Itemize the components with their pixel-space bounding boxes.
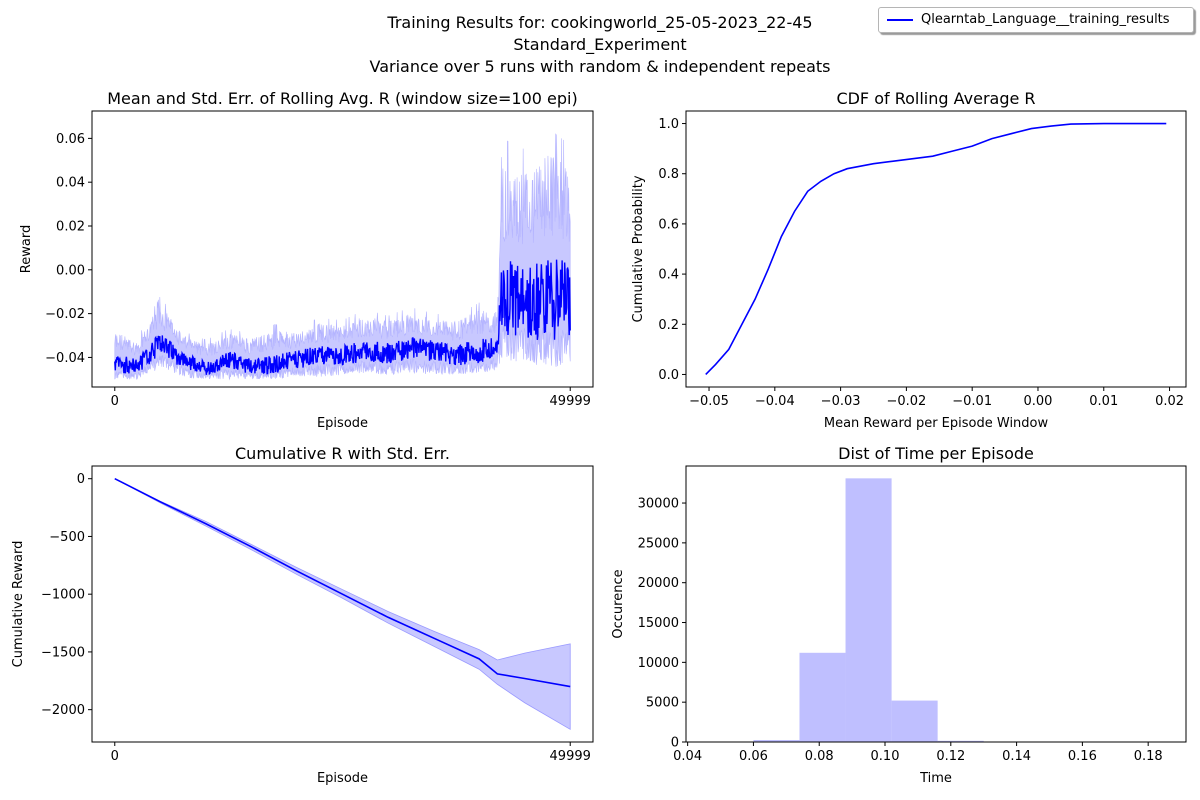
x-tick-label: 0.04 [673,749,702,764]
x-axis-label: Episode [317,416,368,431]
y-tick-label: 0.0 [658,368,679,383]
x-tick-label: 0.18 [1134,749,1163,764]
x-tick-label: 0.02 [1155,394,1184,409]
y-tick-label: 20000 [638,576,679,591]
x-tick-label: 0 [111,394,119,409]
chart-panel-3: 0 49999 0 −500 −1000 −1500 −2000 Cumulative R w… [11,444,594,786]
x-axis-label: Mean Reward per Episode Window [824,416,1049,431]
plot-area [707,478,1168,742]
y-tick-label: 5000 [646,696,679,711]
x-tick-label: −0.05 [689,394,729,409]
y-tick-label: 15000 [638,616,679,631]
y-tick-label: 10000 [638,656,679,671]
legend-label: Qlearntab_Language__training_results [921,12,1170,27]
axes-frame [91,465,594,743]
suptitle-line-1: Training Results for: cookingworld_25-05… [387,13,813,32]
y-tick-label: 0.02 [56,220,85,235]
x-tick-label: 0 [111,749,119,764]
suptitle-line-3: Variance over 5 runs with random & indep… [369,57,831,76]
x-axis-label: Episode [317,771,368,786]
x-tick-label: 0.01 [1089,394,1118,409]
y-tick-label: −500 [49,530,85,545]
axes-frame [685,110,1187,388]
hist-bar [937,740,984,742]
hist-bar [845,478,892,742]
plot-area [114,477,571,730]
y-tick-label: 0.00 [56,263,85,278]
x-tick-label: −0.02 [886,394,926,409]
y-axis-label: Reward [19,225,34,273]
x-tick-label: 0.14 [1002,749,1031,764]
x-tick-label: 0.16 [1068,749,1097,764]
y-tick-label: 25000 [638,536,679,551]
std-err-band [114,478,571,730]
chart-title: CDF of Rolling Average R [836,89,1035,108]
hist-bar [753,740,800,742]
std-err-band [114,133,571,381]
chart-title: Dist of Time per Episode [838,444,1034,463]
y-axis-label: Occurence [611,569,626,638]
figure-suptitle: Training Results for: cookingworld_25-05… [300,12,900,78]
cdf-line [705,122,1167,376]
axes-frame [685,465,1187,743]
legend-swatch [887,19,913,21]
x-tick-label: −0.03 [821,394,861,409]
hist-bar [799,652,846,742]
legend: Qlearntab_Language__training_results [878,7,1194,33]
y-tick-label: −1500 [41,645,85,660]
y-tick-label: 0.6 [658,217,679,232]
y-tick-label: 0.8 [658,167,679,182]
y-axis-label: Cumulative Reward [11,541,26,668]
x-tick-label: 0.00 [1023,394,1052,409]
chart-panel-2: −0.05 −0.04 −0.03 −0.02 −0.01 0.00 0.01 0.02 0.0… [631,89,1187,431]
x-tick-label: 0.08 [805,749,834,764]
chart-title: Cumulative R with Std. Err. [235,444,450,463]
y-tick-label: −0.02 [45,307,85,322]
chart-panel-4: 0.04 0.06 0.08 0.10 0.12 0.14 0.16 0.18 0 5000 100… [611,444,1187,786]
y-tick-label: 1.0 [658,117,679,132]
plot-area [114,133,571,381]
hist-bar [891,700,938,742]
y-tick-label: 0 [671,736,679,751]
x-tick-label: 0.06 [739,749,768,764]
x-tick-label: 0.12 [936,749,965,764]
x-tick-label: 49999 [550,749,591,764]
y-tick-label: 0.2 [658,318,679,333]
y-tick-label: 30000 [638,497,679,512]
y-tick-label: 0.06 [56,132,85,147]
x-tick-label: 49999 [550,394,591,409]
suptitle-line-2: Standard_Experiment [513,35,687,54]
y-tick-label: −2000 [41,703,85,718]
y-tick-label: 0 [77,472,85,487]
cumulative-line [114,477,571,688]
y-tick-label: 0.04 [56,176,85,191]
chart-title: Mean and Std. Err. of Rolling Avg. R (wi… [107,89,578,108]
plot-area [705,122,1167,376]
mean-line [114,259,571,376]
y-tick-label: 0.4 [658,268,679,283]
x-tick-label: −0.04 [755,394,795,409]
x-axis-label: Time [919,771,952,786]
chart-panel-1: 0 49999 −0.04 −0.02 0.00 0.02 0.04 0.06 Mean and… [19,89,594,431]
x-tick-label: −0.01 [952,394,992,409]
y-axis-label: Cumulative Probability [631,175,646,322]
axes-frame [91,110,594,388]
y-tick-label: −1000 [41,588,85,603]
x-tick-label: 0.10 [871,749,900,764]
y-tick-label: −0.04 [45,351,85,366]
